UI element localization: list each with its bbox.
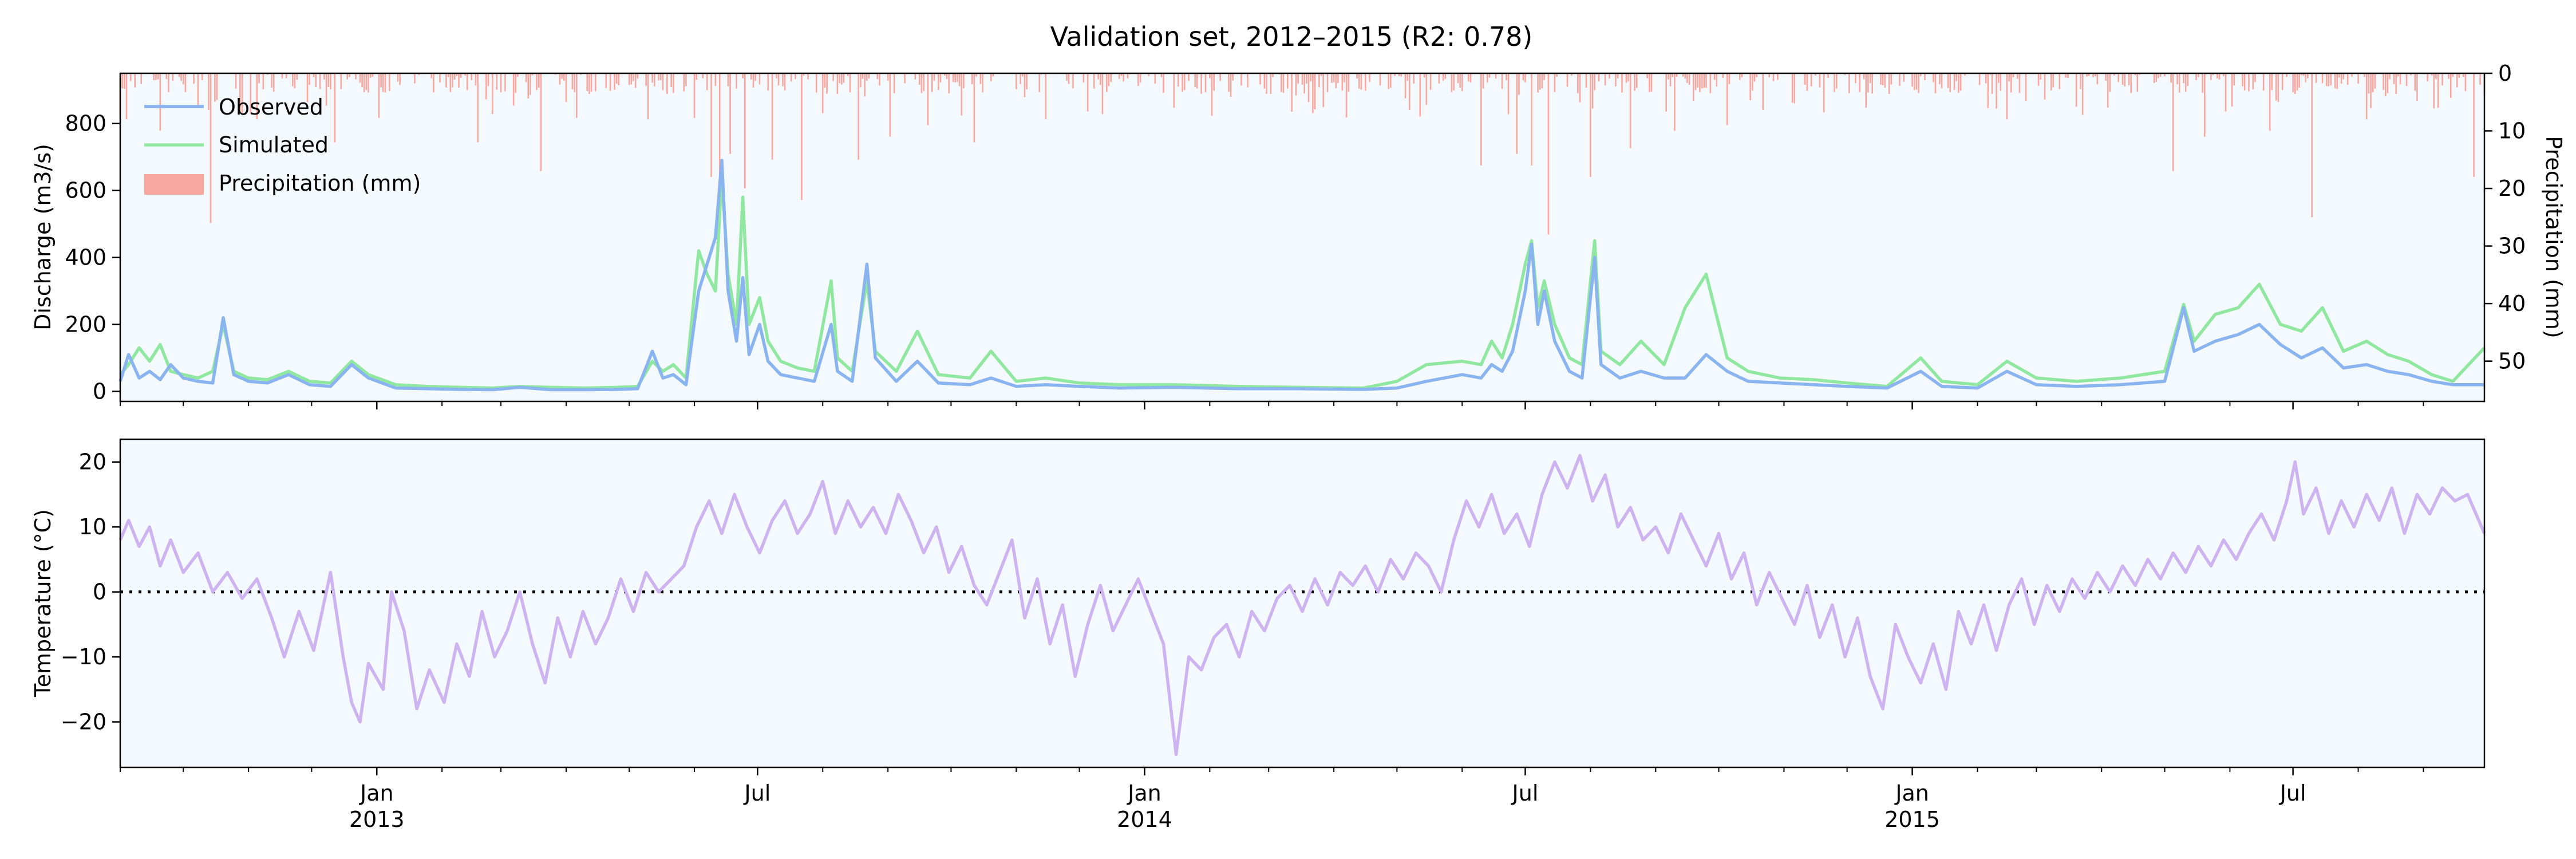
- discharge-y-label: Discharge (m3/s): [30, 144, 56, 330]
- temperature-line: [118, 454, 2486, 756]
- precipitation-bars: [119, 73, 2486, 235]
- temperature-panel-background: [120, 439, 2484, 767]
- discharge-y-axis: 0 200 400 600 800: [65, 111, 120, 404]
- x-tick-label: Jul: [743, 781, 771, 806]
- x-tick-year-label: 2015: [1884, 807, 1940, 832]
- y-tick-label: 20: [2498, 176, 2526, 201]
- discharge-panel-background: [120, 73, 2484, 401]
- y-tick-label: 400: [65, 245, 106, 270]
- y-tick-label: 20: [79, 450, 106, 475]
- precipitation-y-axis: 0 10 20 30 40 50: [2484, 61, 2526, 374]
- discharge-panel: 0 200 400 600 800 0 10 20 30 40 50 Discharge (m3/…: [30, 61, 2566, 409]
- y-tick-label: 600: [65, 178, 106, 203]
- legend-precipitation-label: Precipitation (mm): [219, 171, 421, 196]
- legend: Observed Simulated Precipitation (mm): [144, 94, 421, 196]
- y-tick-label: 30: [2498, 234, 2526, 259]
- temperature-panel-frame: [119, 438, 2486, 769]
- y-tick-label: 0: [93, 580, 106, 605]
- x-tick-label: Jan: [359, 781, 394, 806]
- y-tick-label: 200: [65, 312, 106, 337]
- discharge-panel-frame: [119, 72, 2486, 403]
- y-tick-label: 40: [2498, 291, 2526, 316]
- temperature-y-axis: −20 −10 0 10 20: [61, 450, 120, 735]
- figure-title: Validation set, 2012–2015 (R2: 0.78): [1050, 21, 1533, 52]
- precipitation-y-label: Precipitation (mm): [2541, 136, 2566, 338]
- x-tick-year-label: 2014: [1117, 807, 1172, 832]
- y-tick-label: 0: [93, 379, 106, 404]
- y-tick-label: 10: [79, 514, 106, 539]
- discharge-x-ticks: [120, 401, 2424, 409]
- simulated-line: [118, 175, 2486, 390]
- legend-observed-label: Observed: [219, 94, 323, 120]
- y-tick-label: 0: [2498, 61, 2512, 86]
- observed-line: [118, 159, 2484, 392]
- x-tick-year-label: 2013: [349, 807, 405, 832]
- temperature-y-label: Temperature (°C): [30, 509, 56, 698]
- y-tick-label: 50: [2498, 349, 2526, 374]
- x-tick-label: Jul: [2279, 781, 2306, 806]
- legend-precipitation-swatch: [144, 174, 204, 195]
- y-tick-label: 10: [2498, 119, 2526, 144]
- y-tick-label: −20: [61, 710, 106, 735]
- y-tick-label: 800: [65, 111, 106, 136]
- x-tick-label: Jan: [1894, 781, 1929, 806]
- legend-simulated-label: Simulated: [219, 132, 329, 157]
- x-tick-label: Jan: [1127, 781, 1161, 806]
- y-tick-label: −10: [61, 644, 106, 669]
- x-tick-label: Jul: [1511, 781, 1539, 806]
